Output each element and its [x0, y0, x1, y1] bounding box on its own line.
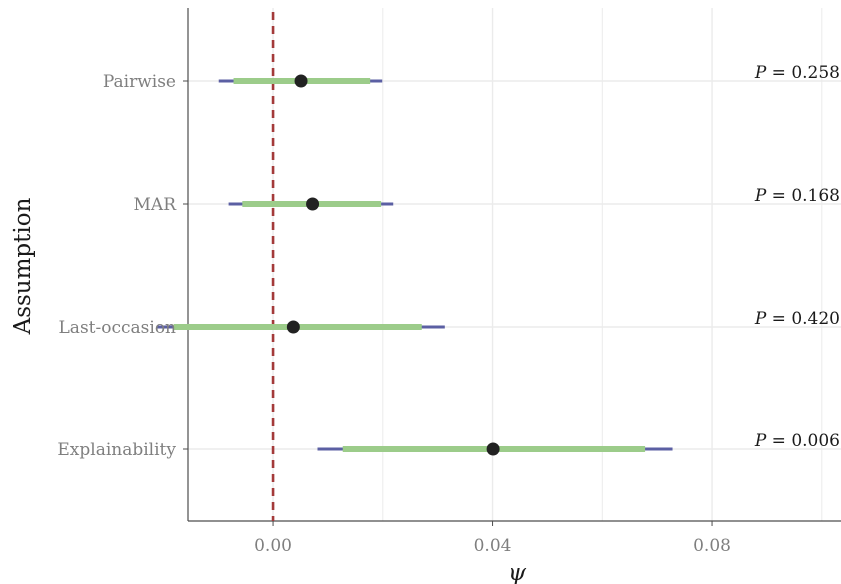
- y-tick-label: MAR: [134, 195, 178, 215]
- y-tick-label: Explainability: [57, 440, 176, 460]
- p-value-label: P = 0.258: [754, 63, 840, 83]
- p-symbol: P: [754, 431, 772, 451]
- p-value-text: = 0.420: [772, 309, 840, 329]
- p-value-text: = 0.006: [772, 431, 840, 451]
- y-tick-label: Last-occasion: [59, 318, 177, 338]
- point-estimate: [287, 321, 300, 334]
- p-symbol: P: [754, 309, 772, 329]
- marks-layer: [157, 12, 672, 521]
- p-value-label: P = 0.006: [754, 431, 840, 451]
- p-value-label: P = 0.420: [754, 309, 840, 329]
- p-symbol: P: [754, 63, 772, 83]
- point-estimate: [306, 198, 319, 211]
- x-axis-title: ψ: [508, 560, 527, 584]
- p-symbol: P: [754, 186, 772, 206]
- grid-layer: [188, 8, 841, 521]
- x-tick-label: 0.00: [254, 536, 292, 556]
- labels-layer: 0.00 0.04 0.08 Pairwise P = 0.258 MAR P = 0.16…: [57, 63, 840, 556]
- x-tick-label: 0.08: [693, 536, 731, 556]
- p-value-text: = 0.258: [772, 63, 840, 83]
- point-estimate: [487, 443, 500, 456]
- p-value-label: P = 0.168: [754, 186, 840, 206]
- point-estimate: [295, 75, 308, 88]
- p-value-text: = 0.168: [772, 186, 840, 206]
- y-tick-label: Pairwise: [103, 72, 176, 92]
- x-tick-label: 0.04: [474, 536, 512, 556]
- y-axis-title: Assumption: [10, 197, 36, 335]
